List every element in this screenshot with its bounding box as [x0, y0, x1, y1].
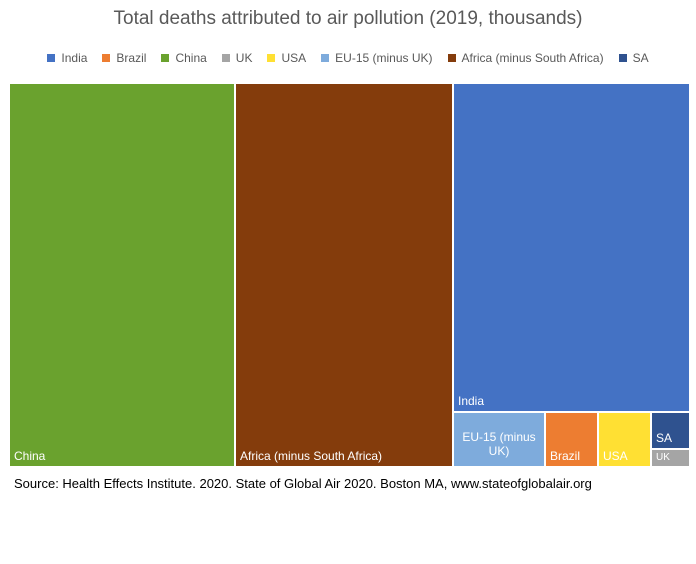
legend-swatch: [321, 54, 330, 62]
legend-item-china: China: [161, 50, 207, 66]
legend-swatch: [267, 54, 276, 62]
tile-label: USA: [603, 449, 628, 463]
treemap-tile: [544, 411, 599, 468]
legend-label: China: [175, 51, 207, 65]
legend-item-africa: Africa (minus South Africa): [447, 50, 604, 66]
legend-item-india: India: [47, 50, 87, 66]
treemap-tile: [650, 448, 691, 468]
treemap-tile: [8, 82, 236, 468]
legend-swatch: [102, 54, 111, 62]
tile-label: UK: [656, 452, 670, 463]
tile-label: Africa (minus South Africa): [240, 449, 383, 463]
legend-label: Brazil: [116, 51, 147, 65]
tile-label: EU-15 (minus UK): [462, 430, 536, 458]
treemap-tile: [452, 82, 691, 413]
treemap-tile: [452, 411, 546, 468]
legend-item-sa: SA: [618, 50, 649, 66]
treemap-tile: [234, 82, 454, 468]
legend-label: India: [61, 51, 88, 65]
treemap-chart: [8, 82, 691, 468]
treemap-tile: [597, 411, 652, 468]
source-note: Source: Health Effects Institute. 2020. …: [14, 476, 592, 491]
legend-swatch: [618, 54, 627, 62]
chart-legend: India Brazil China UK USA EU-15 (minus U…: [0, 50, 696, 66]
legend-swatch: [161, 54, 170, 62]
legend-item-usa: USA: [267, 50, 306, 66]
tile-label: Brazil: [550, 449, 581, 463]
legend-swatch: [447, 54, 456, 62]
tile-label: China: [14, 449, 46, 463]
legend-swatch: [47, 54, 56, 62]
chart-title: Total deaths attributed to air pollution…: [113, 8, 583, 29]
legend-label: EU-15 (minus UK): [335, 51, 433, 65]
legend-item-brazil: Brazil: [102, 50, 146, 66]
legend-label: Africa (minus South Africa): [461, 51, 604, 65]
legend-label: USA: [281, 51, 307, 65]
legend-item-uk: UK: [221, 50, 253, 66]
legend-label: UK: [235, 51, 253, 65]
tile-label: SA: [656, 431, 673, 445]
tile-label: India: [458, 394, 485, 408]
legend-swatch: [221, 54, 230, 62]
legend-item-eu15: EU-15 (minus UK): [321, 50, 433, 66]
legend-label: SA: [632, 51, 649, 65]
